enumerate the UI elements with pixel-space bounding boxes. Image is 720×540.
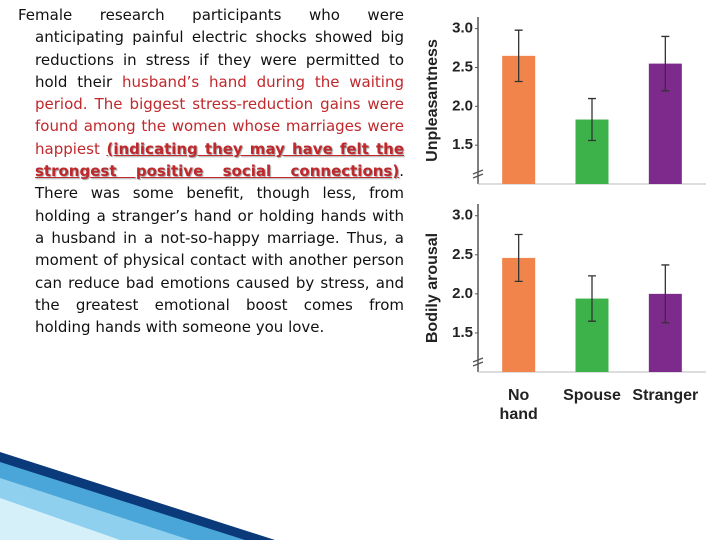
- error-bar: [661, 35, 670, 92]
- y-tick-label: 1.5: [452, 136, 473, 153]
- y-tick-label: 3.0: [452, 207, 473, 224]
- error-bar: [514, 29, 523, 83]
- axis-break: [472, 357, 484, 367]
- error-bar: [514, 233, 523, 283]
- error-bar: [588, 97, 596, 142]
- error-bar: [588, 275, 596, 322]
- decor-ribbon: [0, 452, 275, 540]
- y-axis-label: Unpleasantness: [424, 39, 441, 162]
- y-tick-label: 2.5: [452, 246, 473, 263]
- y-axis-label: Bodily arousal: [424, 233, 441, 343]
- text-run: Female research participants who were an…: [18, 6, 404, 91]
- body-text: Female research participants who were an…: [18, 4, 404, 338]
- x-tick-label: Stranger: [632, 387, 699, 404]
- text-run: . There was some benefit, though less, f…: [35, 162, 404, 337]
- text-run-emphasis: (indicating they may have felt the stron…: [35, 139, 404, 181]
- y-tick-label: 1.5: [452, 324, 473, 341]
- text-run-red: husband’s hand during the waiting period…: [35, 72, 404, 158]
- y-tick-label: 2.5: [452, 58, 473, 75]
- y-tick-label: 3.0: [452, 20, 473, 37]
- y-tick-label: 2.0: [452, 97, 473, 114]
- axis-break: [472, 169, 484, 179]
- x-tick-label: No hand: [499, 387, 538, 423]
- x-tick-label: Spouse: [563, 387, 621, 404]
- error-bar: [661, 264, 670, 324]
- y-tick-label: 2.0: [452, 285, 473, 302]
